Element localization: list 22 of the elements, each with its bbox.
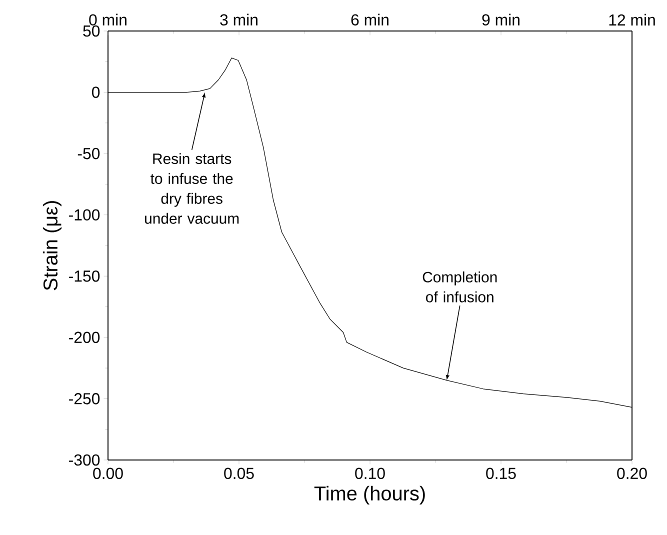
x-tick-label: 0.15 [486,468,516,480]
x2-tick-label: 6 min [351,14,388,26]
y-tick-label: -200 [69,332,100,344]
annotation: Completion of infusion [422,271,497,302]
y-tick-label: -50 [78,148,100,160]
x-axis-title: Time (hours) [314,486,425,504]
y-tick-label: 50 [83,25,100,37]
y-tick-label: -150 [69,270,100,282]
x2-tick-label: 9 min [482,14,520,26]
y-axis-title: Strain (με) [42,201,62,290]
x-tick-label: 0.10 [355,468,385,480]
x-tick-label: 0.05 [224,468,254,480]
y-tick-label: -250 [69,393,100,404]
x-tick-label: 0.20 [617,468,647,480]
y-tick-label: -300 [69,454,100,466]
x2-tick-label: 0 min [89,14,126,26]
y-tick-label: -100 [69,209,100,220]
annotation: Resin starts to infuse the dry fibres under vacuum [145,153,239,224]
x-tick-label: 0.00 [93,468,123,480]
x2-tick-label: 12 min [609,14,655,26]
y-tick-label: 0 [92,86,100,98]
x2-tick-label: 3 min [220,14,258,26]
